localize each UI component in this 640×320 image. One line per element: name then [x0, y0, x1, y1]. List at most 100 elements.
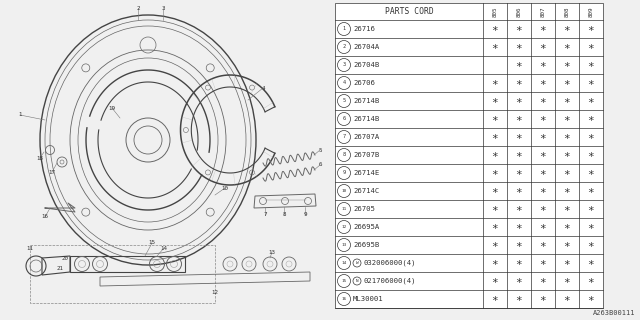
Text: ∗: ∗ [564, 240, 570, 250]
Text: 11: 11 [26, 245, 33, 251]
Text: ∗: ∗ [564, 42, 570, 52]
Text: 12: 12 [341, 225, 347, 229]
Circle shape [337, 131, 351, 143]
Text: ∗: ∗ [516, 168, 522, 178]
Circle shape [337, 275, 351, 287]
Text: 16: 16 [341, 297, 347, 301]
Text: ∗: ∗ [588, 114, 595, 124]
Text: 4: 4 [342, 81, 346, 85]
Text: W: W [356, 261, 358, 265]
Text: ∗: ∗ [516, 222, 522, 232]
Text: ∗: ∗ [564, 78, 570, 88]
Text: ∗: ∗ [540, 222, 547, 232]
Text: ∗: ∗ [540, 204, 547, 214]
Text: ∗: ∗ [516, 240, 522, 250]
Text: 15: 15 [148, 241, 156, 245]
Text: 26704A: 26704A [353, 44, 380, 50]
Text: A263B00111: A263B00111 [593, 310, 635, 316]
Text: 13: 13 [269, 250, 275, 254]
Text: 2: 2 [342, 44, 346, 50]
Text: 5: 5 [318, 148, 322, 153]
Text: ∗: ∗ [540, 258, 547, 268]
Text: ∗: ∗ [588, 222, 595, 232]
Text: ∗: ∗ [492, 258, 499, 268]
Text: 7: 7 [342, 134, 346, 140]
Text: N: N [356, 279, 358, 283]
Text: ∗: ∗ [564, 150, 570, 160]
Text: 26707B: 26707B [353, 152, 380, 158]
Text: ∗: ∗ [588, 96, 595, 106]
Text: ∗: ∗ [516, 294, 522, 304]
Text: 021706000(4): 021706000(4) [364, 278, 417, 284]
Text: 6: 6 [342, 116, 346, 122]
Text: ∗: ∗ [588, 240, 595, 250]
Text: ∗: ∗ [516, 204, 522, 214]
Text: ∗: ∗ [540, 24, 547, 34]
Text: 9: 9 [342, 171, 346, 175]
Text: 14: 14 [341, 261, 347, 265]
Text: 3: 3 [161, 5, 164, 11]
Circle shape [337, 203, 351, 215]
Text: 15: 15 [341, 279, 347, 283]
Circle shape [337, 185, 351, 197]
Text: 17: 17 [49, 170, 56, 174]
Circle shape [337, 113, 351, 125]
Circle shape [353, 259, 361, 267]
Text: ∗: ∗ [516, 42, 522, 52]
Circle shape [337, 238, 351, 252]
Text: ∗: ∗ [540, 240, 547, 250]
Text: ∗: ∗ [492, 24, 499, 34]
Text: 13: 13 [341, 243, 347, 247]
Text: 2: 2 [136, 5, 140, 11]
Text: ∗: ∗ [564, 222, 570, 232]
Text: 4: 4 [261, 85, 265, 91]
Text: ∗: ∗ [492, 294, 499, 304]
Text: ∗: ∗ [588, 42, 595, 52]
Text: 26714B: 26714B [353, 116, 380, 122]
Circle shape [337, 76, 351, 90]
Text: 6: 6 [318, 163, 322, 167]
Text: ∗: ∗ [540, 168, 547, 178]
Text: ∗: ∗ [564, 132, 570, 142]
Text: ∗: ∗ [540, 276, 547, 286]
Text: ∗: ∗ [540, 150, 547, 160]
Text: ∗: ∗ [492, 186, 499, 196]
Text: ∗: ∗ [564, 294, 570, 304]
Text: ∗: ∗ [588, 258, 595, 268]
Text: 11: 11 [341, 207, 347, 211]
Text: 805: 805 [493, 6, 497, 17]
Text: ∗: ∗ [492, 78, 499, 88]
Circle shape [337, 220, 351, 234]
Circle shape [337, 41, 351, 53]
Text: ∗: ∗ [516, 258, 522, 268]
Text: ∗: ∗ [540, 114, 547, 124]
Text: ∗: ∗ [564, 186, 570, 196]
Text: ∗: ∗ [492, 240, 499, 250]
Text: 12: 12 [211, 290, 218, 294]
Text: 7: 7 [263, 212, 267, 218]
Text: ∗: ∗ [492, 204, 499, 214]
Text: ∗: ∗ [516, 150, 522, 160]
Text: 26695A: 26695A [353, 224, 380, 230]
Text: 809: 809 [589, 6, 593, 17]
Text: 032006000(4): 032006000(4) [364, 260, 417, 266]
Text: ∗: ∗ [516, 78, 522, 88]
Text: 20: 20 [61, 255, 68, 260]
Text: 10: 10 [341, 189, 347, 193]
Text: ∗: ∗ [492, 114, 499, 124]
Text: 807: 807 [541, 6, 545, 17]
Text: ∗: ∗ [564, 114, 570, 124]
Text: 26706: 26706 [353, 80, 375, 86]
Circle shape [337, 148, 351, 162]
Text: ∗: ∗ [564, 276, 570, 286]
Text: 18: 18 [36, 156, 44, 161]
Text: ∗: ∗ [564, 96, 570, 106]
Text: 806: 806 [516, 6, 522, 17]
Text: ∗: ∗ [588, 60, 595, 70]
Circle shape [337, 59, 351, 71]
Circle shape [353, 277, 361, 285]
Text: 3: 3 [342, 62, 346, 68]
Circle shape [337, 94, 351, 108]
Text: ∗: ∗ [540, 132, 547, 142]
Text: ∗: ∗ [540, 60, 547, 70]
